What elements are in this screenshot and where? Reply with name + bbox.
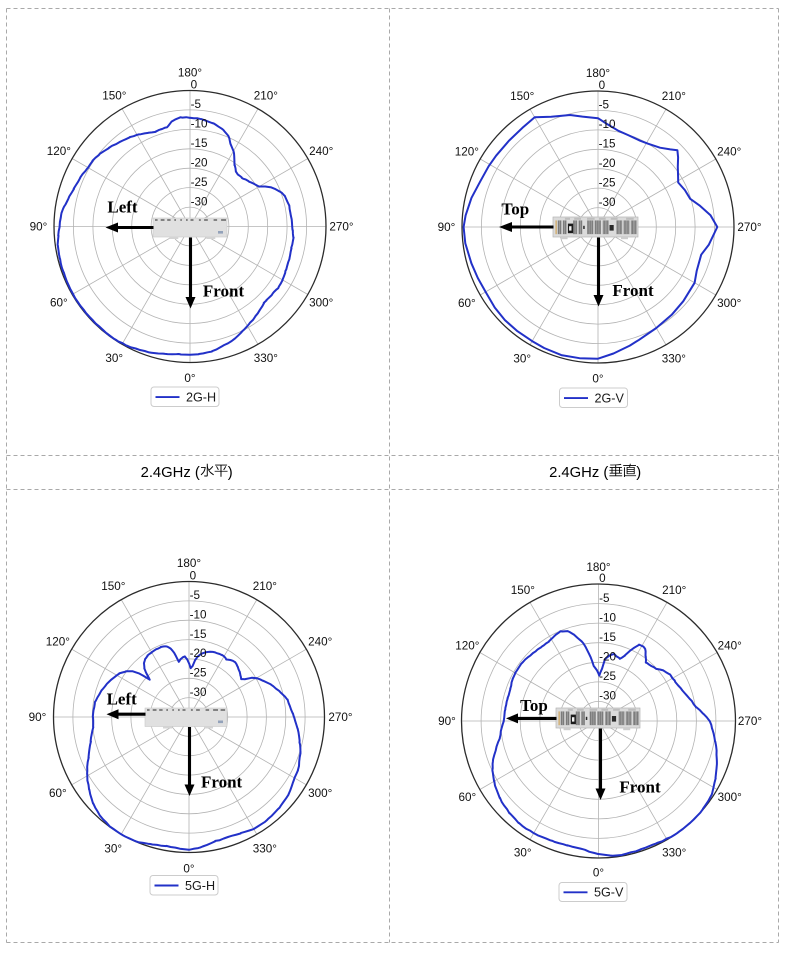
svg-text:270°: 270° <box>737 221 761 234</box>
svg-text:-5: -5 <box>191 98 202 111</box>
svg-text:0°: 0° <box>184 372 195 385</box>
svg-text:0: 0 <box>599 572 606 585</box>
svg-text:-10: -10 <box>191 118 208 131</box>
svg-text:5G-V: 5G-V <box>594 886 624 900</box>
svg-text:-5: -5 <box>599 99 610 112</box>
svg-text:90°: 90° <box>29 711 47 724</box>
svg-text:30°: 30° <box>514 846 532 859</box>
svg-text:120°: 120° <box>46 635 70 648</box>
svg-text:270°: 270° <box>329 221 353 234</box>
svg-text:-20: -20 <box>599 651 616 664</box>
svg-text:-30: -30 <box>599 196 616 209</box>
svg-text:Front: Front <box>201 773 243 792</box>
svg-text:120°: 120° <box>455 639 479 652</box>
svg-text:30°: 30° <box>513 352 531 365</box>
svg-text:330°: 330° <box>662 352 686 365</box>
svg-text:240°: 240° <box>717 145 741 158</box>
svg-text:0: 0 <box>599 79 606 92</box>
svg-text:30°: 30° <box>105 352 123 365</box>
svg-text:120°: 120° <box>455 145 479 158</box>
svg-text:240°: 240° <box>718 639 742 652</box>
svg-text:150°: 150° <box>101 580 125 593</box>
svg-text:-15: -15 <box>599 138 616 151</box>
svg-text:2.4GHz (: 2.4GHz ( <box>549 465 608 481</box>
svg-text:0: 0 <box>190 570 197 583</box>
svg-text:60°: 60° <box>50 296 68 309</box>
svg-text:-10: -10 <box>190 608 207 621</box>
svg-text:-30: -30 <box>599 690 616 703</box>
svg-text:90°: 90° <box>438 221 456 234</box>
svg-text:-10: -10 <box>599 611 616 624</box>
svg-text:180°: 180° <box>586 67 610 80</box>
svg-text:-5: -5 <box>190 589 201 602</box>
svg-text:330°: 330° <box>254 352 278 365</box>
svg-text:270°: 270° <box>328 711 352 724</box>
svg-text:60°: 60° <box>49 787 67 800</box>
svg-text:Front: Front <box>619 778 661 797</box>
svg-text:-10: -10 <box>599 118 616 131</box>
svg-text:60°: 60° <box>458 791 476 804</box>
svg-text:): ) <box>636 465 641 481</box>
svg-text:210°: 210° <box>662 584 686 597</box>
svg-text:300°: 300° <box>309 296 333 309</box>
svg-text:-25: -25 <box>599 670 616 683</box>
svg-text:-15: -15 <box>191 137 208 150</box>
svg-text:-25: -25 <box>190 667 207 680</box>
svg-text:60°: 60° <box>458 297 476 310</box>
svg-text:270°: 270° <box>738 715 762 728</box>
svg-text:240°: 240° <box>309 145 333 158</box>
svg-text:90°: 90° <box>438 715 456 728</box>
svg-text:0°: 0° <box>593 867 604 880</box>
svg-text:150°: 150° <box>511 584 535 597</box>
svg-text:180°: 180° <box>178 67 202 80</box>
svg-text:-30: -30 <box>191 195 208 208</box>
svg-text:300°: 300° <box>308 787 332 800</box>
svg-text:150°: 150° <box>510 90 534 103</box>
svg-text:-15: -15 <box>190 628 207 641</box>
svg-text:300°: 300° <box>717 297 741 310</box>
svg-text:300°: 300° <box>718 791 742 804</box>
svg-text:180°: 180° <box>177 557 201 570</box>
svg-text:0°: 0° <box>183 863 194 876</box>
svg-text:-15: -15 <box>599 631 616 644</box>
svg-text:-25: -25 <box>599 176 616 189</box>
svg-text:240°: 240° <box>308 635 332 648</box>
svg-text:Left: Left <box>107 198 138 217</box>
svg-text:2G-H: 2G-H <box>186 390 216 404</box>
svg-text:0°: 0° <box>592 373 603 386</box>
svg-text:180°: 180° <box>586 561 610 574</box>
svg-text:-20: -20 <box>191 156 208 169</box>
svg-text:30°: 30° <box>104 842 122 855</box>
svg-text:330°: 330° <box>253 842 277 855</box>
svg-text:-25: -25 <box>191 176 208 189</box>
svg-text:2.4GHz (: 2.4GHz ( <box>141 465 200 481</box>
svg-text:150°: 150° <box>102 89 126 102</box>
svg-text:Left: Left <box>107 690 138 709</box>
svg-text:-20: -20 <box>190 647 207 660</box>
svg-text:0: 0 <box>191 79 198 92</box>
svg-text:Top: Top <box>520 696 548 715</box>
svg-text:5G-H: 5G-H <box>185 879 215 893</box>
svg-text:Front: Front <box>203 282 245 301</box>
svg-text:Top: Top <box>501 200 529 219</box>
svg-text:210°: 210° <box>254 89 278 102</box>
svg-text:-5: -5 <box>599 592 610 605</box>
svg-text:-20: -20 <box>599 157 616 170</box>
svg-text:Front: Front <box>612 281 654 300</box>
svg-text:330°: 330° <box>662 846 686 859</box>
svg-text:-30: -30 <box>190 686 207 699</box>
svg-text:120°: 120° <box>47 145 71 158</box>
svg-text:210°: 210° <box>253 580 277 593</box>
svg-text:2G-V: 2G-V <box>595 391 625 405</box>
svg-text:90°: 90° <box>30 221 48 234</box>
svg-text:): ) <box>228 465 233 481</box>
svg-text:210°: 210° <box>662 90 686 103</box>
